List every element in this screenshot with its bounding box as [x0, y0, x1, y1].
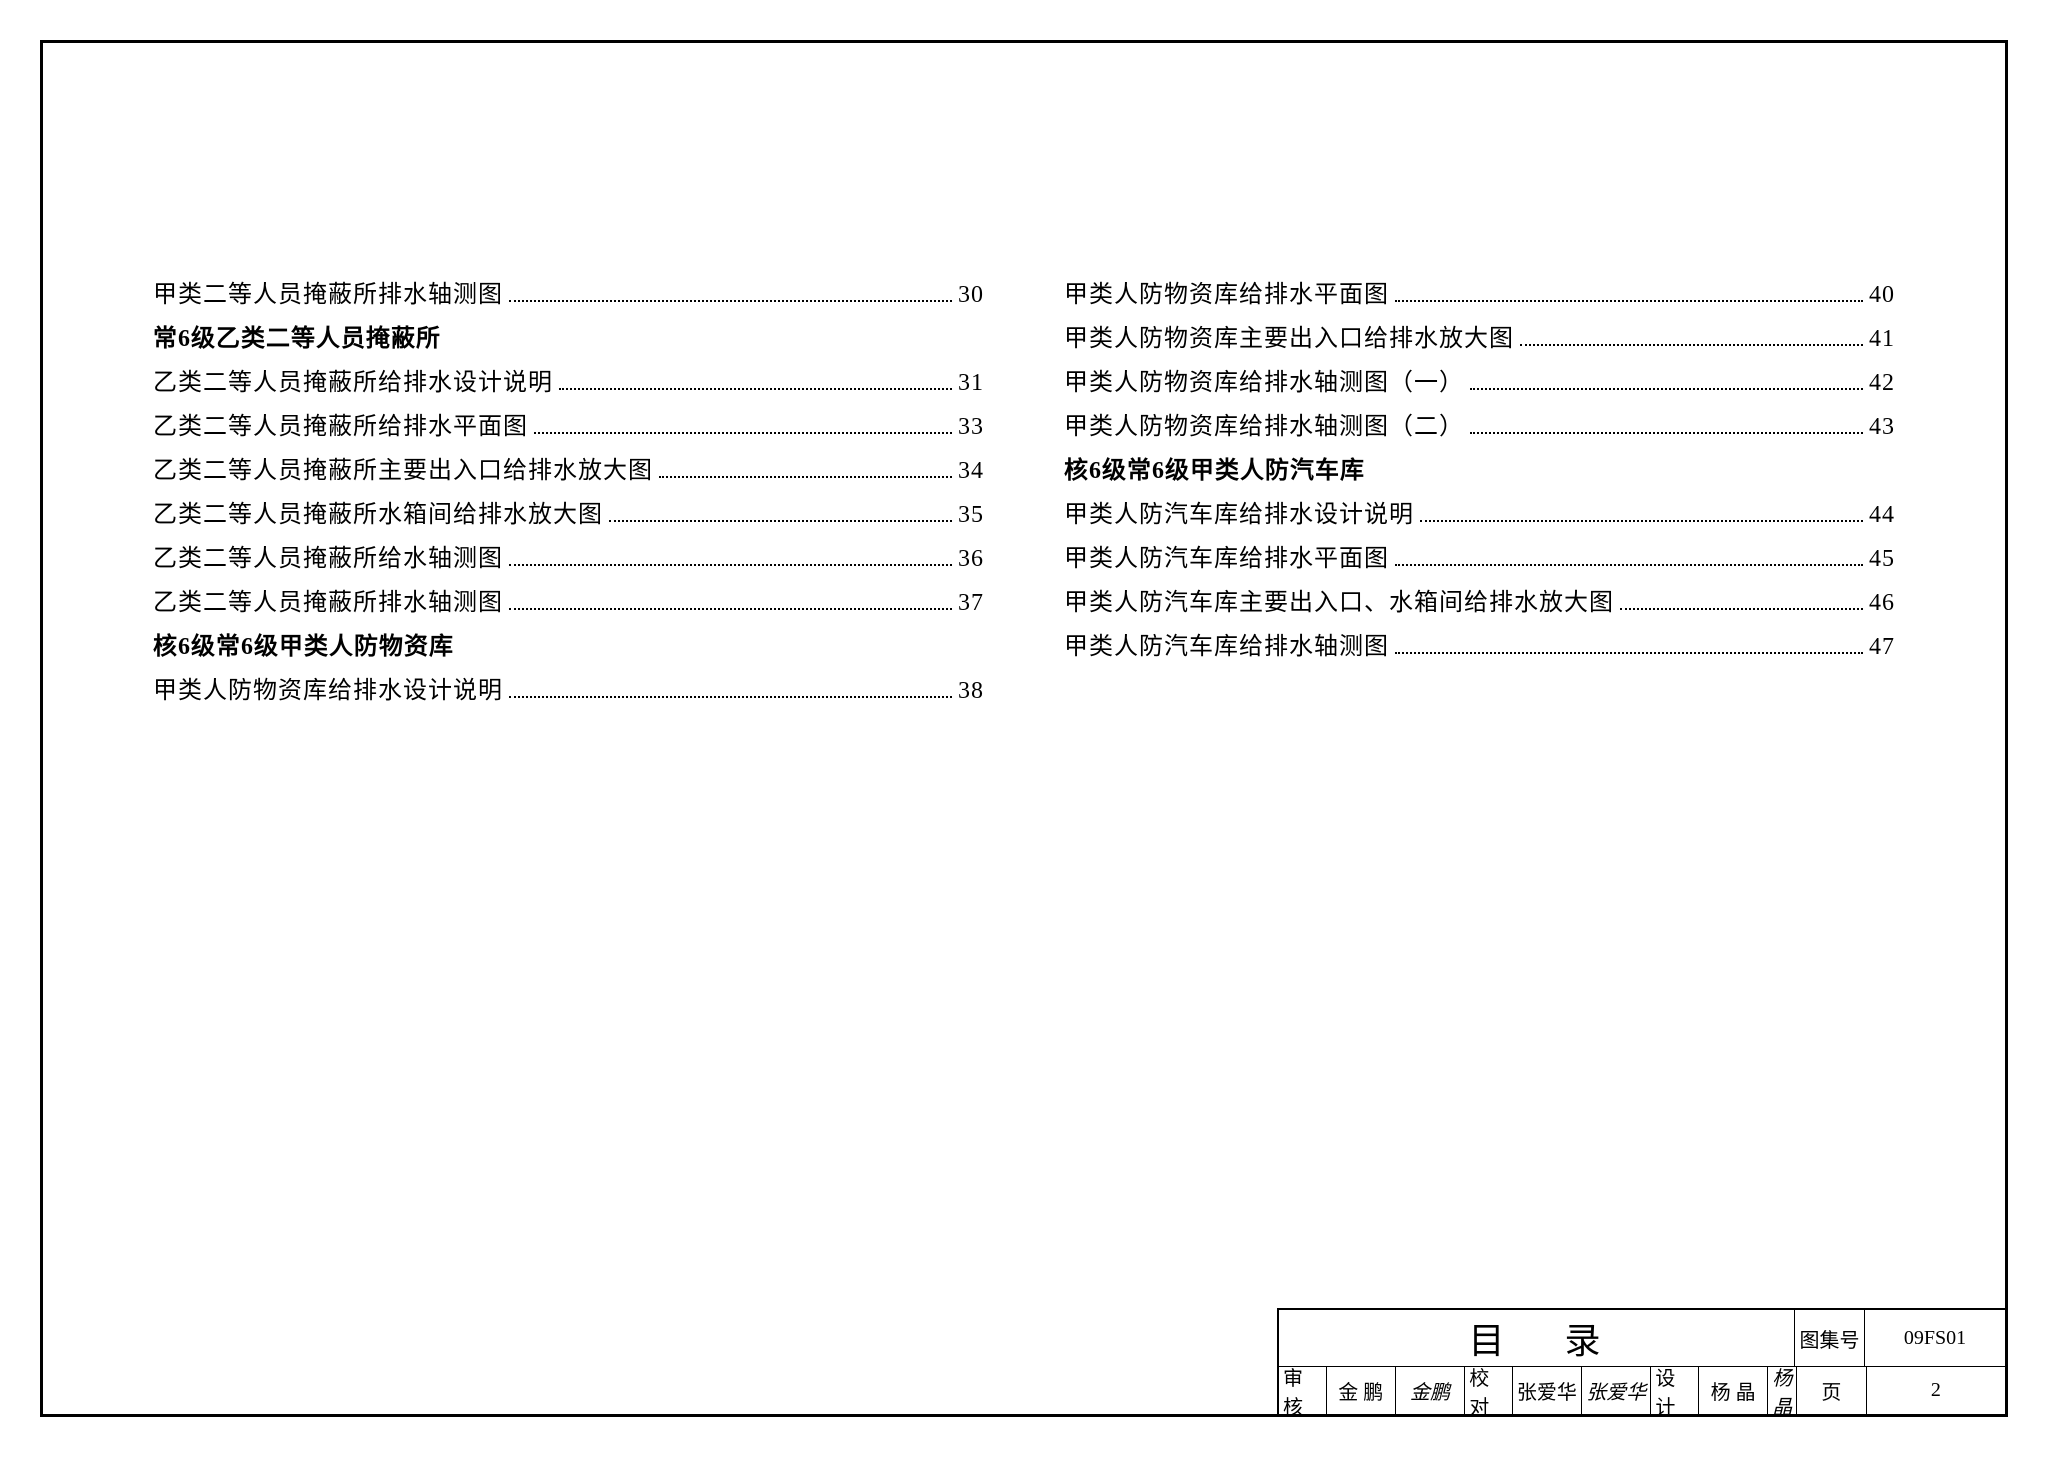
toc-entry-page: 42 — [1869, 361, 1895, 405]
toc-leader — [1395, 652, 1863, 654]
toc-entry-page: 41 — [1869, 317, 1895, 361]
toc-entry: 甲类人防汽车库给排水设计说明 44 — [1064, 493, 1895, 537]
toc-entry-page: 43 — [1869, 405, 1895, 449]
toc-entry-text: 核6级常6级甲类人防汽车库 — [1064, 449, 1365, 493]
toc-entry: 甲类人防物资库给排水设计说明 38 — [153, 669, 984, 713]
toc-entry-page: 34 — [958, 449, 984, 493]
toc-leader — [1520, 344, 1863, 346]
toc-entry-text: 核6级常6级甲类人防物资库 — [153, 625, 454, 669]
toc-leader — [534, 432, 952, 434]
design-label: 设计 — [1651, 1367, 1699, 1414]
toc-entry-page: 36 — [958, 537, 984, 581]
toc-entry-page: 37 — [958, 581, 984, 625]
toc-entry-text: 甲类人防物资库给排水平面图 — [1064, 273, 1389, 317]
toc-entry-text: 甲类人防物资库给排水轴测图（一） — [1064, 361, 1464, 405]
toc-entry-text: 甲类二等人员掩蔽所排水轴测图 — [153, 273, 503, 317]
designer-name: 杨 晶 — [1699, 1367, 1768, 1414]
toc-section-heading: 核6级常6级甲类人防物资库 — [153, 625, 984, 669]
toc-entry: 甲类二等人员掩蔽所排水轴测图 30 — [153, 273, 984, 317]
toc-leader — [1470, 432, 1863, 434]
toc-column-left: 甲类二等人员掩蔽所排水轴测图30常6级乙类二等人员掩蔽所乙类二等人员掩蔽所给排水… — [153, 273, 984, 713]
reviewer-name: 金 鹏 — [1327, 1367, 1396, 1414]
toc-entry-page: 45 — [1869, 537, 1895, 581]
designer-signature: 杨晶 — [1768, 1367, 1797, 1414]
toc-entry-page: 46 — [1869, 581, 1895, 625]
toc-entry-page: 33 — [958, 405, 984, 449]
checker-signature: 张爱华 — [1582, 1367, 1651, 1414]
toc-leader — [1470, 388, 1863, 390]
toc-entry: 甲类人防物资库给排水轴测图（一） 42 — [1064, 361, 1895, 405]
toc-entry-text: 甲类人防汽车库给排水设计说明 — [1064, 493, 1414, 537]
toc-entry-page: 38 — [958, 669, 984, 713]
reviewer-signature: 金鹏 — [1396, 1367, 1465, 1414]
toc-entry-page: 44 — [1869, 493, 1895, 537]
toc-entry-text: 甲类人防汽车库给排水轴测图 — [1064, 625, 1389, 669]
title-block: 目录 图集号 09FS01 审核 金 鹏 金鹏 校对 张爱华 张爱华 设计 杨 … — [1277, 1308, 2005, 1414]
toc-entry-text: 常6级乙类二等人员掩蔽所 — [153, 317, 441, 361]
toc-leader — [609, 520, 952, 522]
toc-content: 甲类二等人员掩蔽所排水轴测图30常6级乙类二等人员掩蔽所乙类二等人员掩蔽所给排水… — [153, 273, 1895, 713]
toc-entry-page: 40 — [1869, 273, 1895, 317]
toc-leader — [509, 300, 952, 302]
toc-entry-text: 甲类人防物资库主要出入口给排水放大图 — [1064, 317, 1514, 361]
toc-entry: 乙类二等人员掩蔽所给排水平面图 33 — [153, 405, 984, 449]
toc-leader — [509, 564, 952, 566]
toc-entry-text: 乙类二等人员掩蔽所排水轴测图 — [153, 581, 503, 625]
toc-leader — [559, 388, 952, 390]
toc-section-heading: 核6级常6级甲类人防汽车库 — [1064, 449, 1895, 493]
toc-entry: 乙类二等人员掩蔽所水箱间给排水放大图 35 — [153, 493, 984, 537]
toc-entry-page: 35 — [958, 493, 984, 537]
toc-entry-text: 乙类二等人员掩蔽所给水轴测图 — [153, 537, 503, 581]
toc-leader — [1420, 520, 1863, 522]
toc-entry: 甲类人防物资库主要出入口给排水放大图 41 — [1064, 317, 1895, 361]
page-number: 2 — [1867, 1367, 2006, 1414]
toc-column-right: 甲类人防物资库给排水平面图40甲类人防物资库主要出入口给排水放大图41甲类人防物… — [1064, 273, 1895, 713]
toc-entry-text: 甲类人防物资库给排水设计说明 — [153, 669, 503, 713]
toc-entry: 乙类二等人员掩蔽所给排水设计说明 31 — [153, 361, 984, 405]
toc-entry: 甲类人防汽车库主要出入口、水箱间给排水放大图 46 — [1064, 581, 1895, 625]
toc-entry-text: 甲类人防汽车库主要出入口、水箱间给排水放大图 — [1064, 581, 1614, 625]
page-label: 页 — [1797, 1367, 1866, 1414]
toc-entry-page: 47 — [1869, 625, 1895, 669]
drawing-set-number: 09FS01 — [1865, 1310, 2005, 1366]
toc-entry-text: 乙类二等人员掩蔽所水箱间给排水放大图 — [153, 493, 603, 537]
toc-leader — [1395, 300, 1863, 302]
sheet-title: 目录 — [1279, 1310, 1795, 1366]
toc-entry-page: 30 — [958, 273, 984, 317]
drawing-set-label: 图集号 — [1795, 1310, 1865, 1366]
toc-entry-text: 乙类二等人员掩蔽所给排水平面图 — [153, 405, 528, 449]
toc-leader — [659, 476, 952, 478]
check-label: 校对 — [1465, 1367, 1513, 1414]
checker-name: 张爱华 — [1513, 1367, 1582, 1414]
toc-entry: 甲类人防汽车库给排水平面图 45 — [1064, 537, 1895, 581]
review-label: 审核 — [1279, 1367, 1327, 1414]
toc-entry: 乙类二等人员掩蔽所排水轴测图 37 — [153, 581, 984, 625]
toc-entry: 乙类二等人员掩蔽所主要出入口给排水放大图 34 — [153, 449, 984, 493]
toc-entry: 乙类二等人员掩蔽所给水轴测图 36 — [153, 537, 984, 581]
toc-leader — [1395, 564, 1863, 566]
toc-entry-page: 31 — [958, 361, 984, 405]
toc-leader — [509, 608, 952, 610]
toc-entry-text: 乙类二等人员掩蔽所主要出入口给排水放大图 — [153, 449, 653, 493]
toc-leader — [1620, 608, 1863, 610]
toc-entry: 甲类人防汽车库给排水轴测图 47 — [1064, 625, 1895, 669]
toc-entry: 甲类人防物资库给排水轴测图（二） 43 — [1064, 405, 1895, 449]
toc-entry: 甲类人防物资库给排水平面图 40 — [1064, 273, 1895, 317]
drawing-frame: 甲类二等人员掩蔽所排水轴测图30常6级乙类二等人员掩蔽所乙类二等人员掩蔽所给排水… — [40, 40, 2008, 1417]
toc-leader — [509, 696, 952, 698]
toc-entry-text: 甲类人防汽车库给排水平面图 — [1064, 537, 1389, 581]
toc-section-heading: 常6级乙类二等人员掩蔽所 — [153, 317, 984, 361]
toc-entry-text: 甲类人防物资库给排水轴测图（二） — [1064, 405, 1464, 449]
toc-entry-text: 乙类二等人员掩蔽所给排水设计说明 — [153, 361, 553, 405]
